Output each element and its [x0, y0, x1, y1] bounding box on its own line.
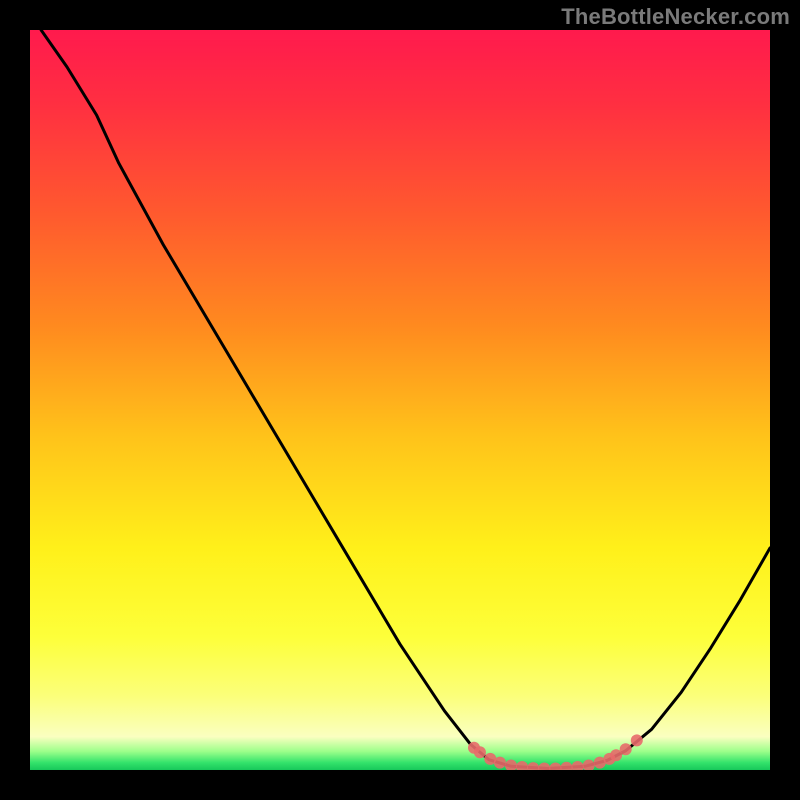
chart-frame: TheBottleNecker.com: [0, 0, 800, 800]
optimal-marker: [620, 743, 632, 755]
optimal-marker: [494, 757, 506, 769]
optimal-marker: [474, 746, 486, 758]
watermark-text: TheBottleNecker.com: [561, 4, 790, 30]
gradient-background: [30, 30, 770, 770]
plot-svg: [30, 30, 770, 770]
optimal-marker: [631, 734, 643, 746]
plot-area: [30, 30, 770, 770]
